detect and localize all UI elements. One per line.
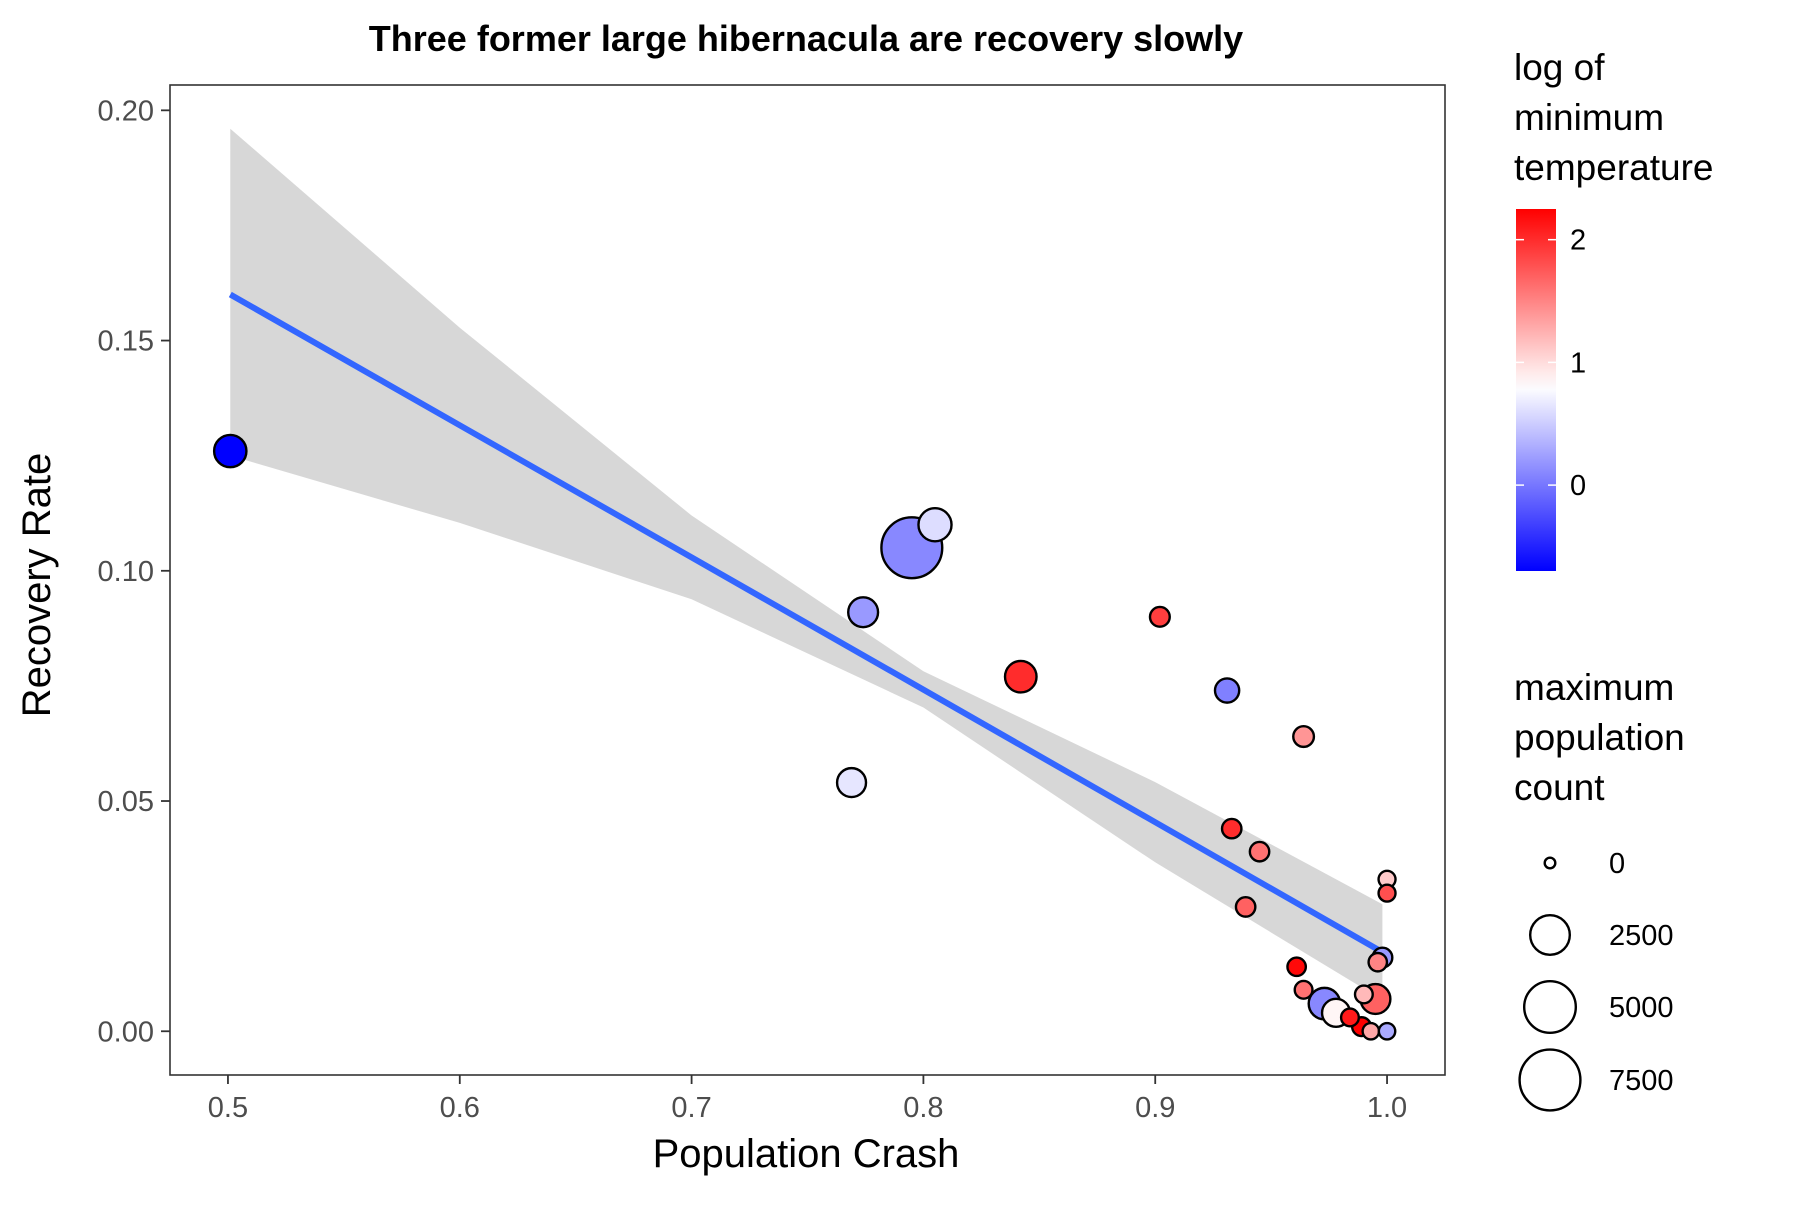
- regression-line-layer: [228, 291, 1384, 955]
- data-point: [1286, 956, 1308, 978]
- color-bar: [1516, 209, 1556, 571]
- y-tick-label: 0.00: [98, 1016, 154, 1048]
- data-point: [1339, 1007, 1361, 1028]
- y-tick-label: 0.05: [98, 786, 154, 818]
- y-tick-label: 0.10: [98, 556, 154, 588]
- data-point: [917, 507, 953, 543]
- y-axis: 0.00 0.05 0.10 0.15 0.20: [98, 95, 170, 1048]
- size-legend-key: [1518, 1048, 1582, 1112]
- x-tick-label: 0.5: [208, 1092, 248, 1124]
- confidence-band: [230, 128, 1383, 1000]
- size-legend-key: [1522, 979, 1578, 1035]
- data-point: [1213, 677, 1241, 704]
- size-legend-label: 5000: [1609, 992, 1674, 1024]
- size-legend-keys: 0 2500 5000 7500: [1518, 848, 1674, 1112]
- size-legend-title-line: maximum: [1514, 667, 1674, 708]
- size-legend-title: maximum population count: [1514, 667, 1685, 808]
- data-point: [1377, 883, 1397, 903]
- y-tick-label: 0.15: [98, 326, 154, 358]
- x-tick-label: 0.9: [1135, 1092, 1175, 1124]
- plot-panel: [169, 84, 1446, 1076]
- data-point: [1361, 1021, 1381, 1041]
- data-points-layer: [212, 433, 1397, 1041]
- x-axis-title: Population Crash: [653, 1132, 960, 1176]
- x-tick-label: 0.8: [903, 1092, 943, 1124]
- size-legend-label: 7500: [1609, 1065, 1674, 1097]
- data-point: [1148, 605, 1171, 628]
- data-point: [1234, 896, 1257, 918]
- regression-line: [228, 291, 1384, 955]
- data-point: [1377, 1021, 1397, 1041]
- data-point: [1220, 817, 1243, 840]
- plot-panel-border: [169, 84, 1446, 1076]
- color-legend-title: log of minimum temperature: [1514, 47, 1714, 188]
- x-tick-label: 1.0: [1367, 1092, 1407, 1124]
- size-legend: maximum population count 0 2500 5000 7500: [1514, 667, 1685, 1112]
- color-legend-label: 1: [1570, 347, 1586, 379]
- size-legend-label: 2500: [1609, 920, 1674, 952]
- y-axis-title: Recovery Rate: [15, 453, 59, 718]
- data-point: [1367, 951, 1389, 973]
- size-legend-title-line: count: [1514, 767, 1605, 808]
- size-legend-title-line: population: [1514, 717, 1685, 758]
- color-legend-title-line: minimum: [1514, 97, 1664, 138]
- data-point: [212, 433, 248, 469]
- size-legend-label: 0: [1609, 848, 1625, 880]
- size-legend-key: [1528, 914, 1571, 957]
- color-legend: log of minimum temperature 0 1 2: [1514, 47, 1714, 571]
- data-point: [847, 596, 880, 629]
- confidence-band-layer: [230, 128, 1383, 1000]
- data-point: [1003, 659, 1038, 694]
- size-legend-key: [1543, 856, 1557, 870]
- color-legend-title-line: temperature: [1514, 147, 1714, 188]
- data-point: [835, 766, 868, 799]
- color-legend-label: 2: [1570, 225, 1586, 257]
- color-bar-ticks: 0 1 2: [1516, 225, 1586, 502]
- data-point: [1292, 725, 1316, 749]
- x-tick-label: 0.6: [440, 1092, 480, 1124]
- y-tick-label: 0.20: [98, 95, 154, 127]
- x-tick-label: 0.7: [671, 1092, 711, 1124]
- x-axis: 0.5 0.6 0.7 0.8 0.9 1.0: [208, 1075, 1407, 1124]
- color-legend-title-line: log of: [1514, 47, 1605, 88]
- data-point: [1353, 984, 1374, 1005]
- chart-title: Three former large hibernacula are recov…: [369, 18, 1243, 59]
- data-point: [1293, 979, 1314, 1000]
- color-legend-label: 0: [1570, 470, 1586, 502]
- data-point: [1248, 840, 1271, 863]
